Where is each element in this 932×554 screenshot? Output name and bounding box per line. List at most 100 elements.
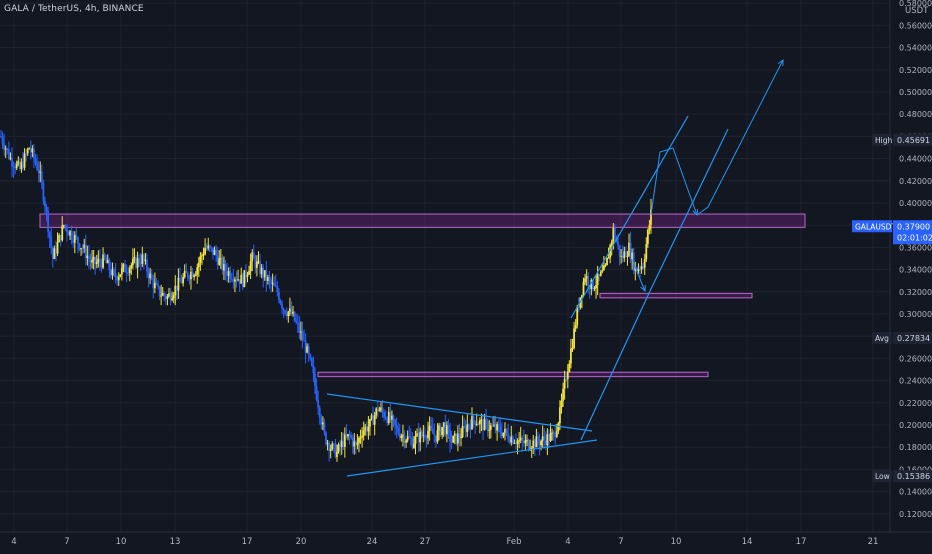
y-tick-label: 0.40000: [899, 199, 932, 208]
candle-body: [114, 272, 117, 278]
candle-body: [428, 425, 431, 431]
triangle-lower-trendline[interactable]: [346, 439, 598, 477]
candle-body: [612, 227, 615, 242]
candle-body: [47, 210, 50, 232]
candle-body: [317, 399, 320, 408]
candle-body: [331, 443, 334, 450]
candle-body: [380, 407, 382, 410]
candle-body: [164, 295, 167, 299]
candle-body: [617, 241, 619, 246]
candle-body: [574, 325, 577, 329]
candle-body: [628, 242, 630, 256]
candle-body: [84, 244, 87, 258]
candle-body: [260, 267, 263, 274]
candle-body: [445, 425, 448, 435]
candle-body: [111, 269, 114, 276]
candle-body: [149, 273, 152, 279]
candle-body: [336, 451, 338, 458]
candle-body: [254, 258, 257, 268]
candle-body: [343, 434, 346, 447]
candle-body: [238, 279, 241, 284]
y-tick-label: 0.52000: [899, 66, 932, 75]
x-tick-label: 21: [868, 537, 879, 547]
candle-body: [163, 293, 166, 296]
candle-body: [645, 243, 648, 260]
candle-body: [138, 258, 141, 264]
countdown-text: 02:01:02: [897, 233, 932, 242]
candle-body: [183, 270, 186, 278]
candle-body: [402, 434, 404, 436]
candle-body: [22, 162, 24, 168]
candle-body: [215, 249, 217, 256]
y-tick-label: 0.42000: [899, 177, 932, 186]
candle-body: [315, 386, 318, 400]
candle-body: [56, 242, 59, 254]
candle-body: [554, 432, 557, 437]
candle-body: [146, 259, 148, 272]
candle-body: [370, 415, 373, 420]
candle-body: [436, 430, 439, 442]
candle-body: [439, 425, 442, 436]
candle-body: [427, 430, 429, 439]
candle-body: [168, 293, 170, 297]
candle-body: [621, 255, 624, 259]
y-tick-label: 0.16000: [899, 465, 932, 474]
candle-body: [237, 279, 239, 281]
candle-body: [241, 274, 244, 288]
candle-body: [18, 161, 21, 170]
candle-body: [342, 440, 345, 447]
projection-target-arrow[interactable]: [696, 59, 784, 216]
candle-body: [334, 443, 337, 458]
candle-body: [537, 436, 539, 442]
price-label-name-bg: [872, 470, 892, 483]
candle-body: [117, 276, 120, 281]
candle-body: [102, 254, 104, 268]
price-label-value-bg: [893, 133, 932, 146]
candle-body: [144, 259, 147, 262]
candle-body: [64, 225, 67, 228]
candle-body: [34, 158, 37, 163]
candle-body: [77, 237, 79, 244]
candle-body: [218, 258, 221, 265]
candle-body: [139, 263, 142, 265]
candle-body: [185, 270, 188, 273]
candle-body: [95, 262, 98, 264]
triangle-upper-trendline[interactable]: [326, 393, 593, 432]
candle-body: [323, 422, 326, 433]
candle-body: [604, 265, 607, 267]
candle-body: [546, 434, 549, 446]
candle-body: [180, 281, 183, 284]
candle-body: [116, 277, 119, 281]
candle-body: [345, 434, 348, 437]
x-tick-label: 4: [11, 537, 16, 547]
candle-body: [416, 433, 418, 437]
candle-body: [131, 258, 134, 266]
candle-body: [610, 241, 613, 246]
projection-path-up[interactable]: [650, 147, 698, 216]
candle-body: [562, 388, 564, 401]
projection-retest-arrow[interactable]: [632, 261, 646, 292]
candle-body: [204, 247, 207, 255]
candle-body: [251, 252, 254, 262]
candle-body: [587, 276, 590, 286]
price-label-value-bg: [893, 470, 932, 483]
price-label-value: 0.15386: [897, 472, 930, 481]
candle-body: [175, 285, 178, 291]
candle-body: [640, 266, 643, 270]
candle-body: [582, 281, 585, 296]
candle-body: [103, 254, 106, 259]
candle-body: [442, 422, 445, 428]
candle-body: [216, 255, 219, 265]
candle-body: [221, 257, 224, 271]
candle-body: [544, 439, 547, 446]
channel-lower-line[interactable]: [580, 290, 651, 441]
channel-lower-line-ext[interactable]: [649, 128, 729, 292]
candle-body: [6, 148, 9, 150]
candle-body: [97, 258, 100, 263]
price-label-value: 0.45691: [897, 136, 930, 145]
symbol-title: GALA / TetherUS, 4h, BINANCE: [4, 4, 144, 14]
candle-body: [519, 437, 522, 441]
candle-body: [212, 247, 214, 255]
